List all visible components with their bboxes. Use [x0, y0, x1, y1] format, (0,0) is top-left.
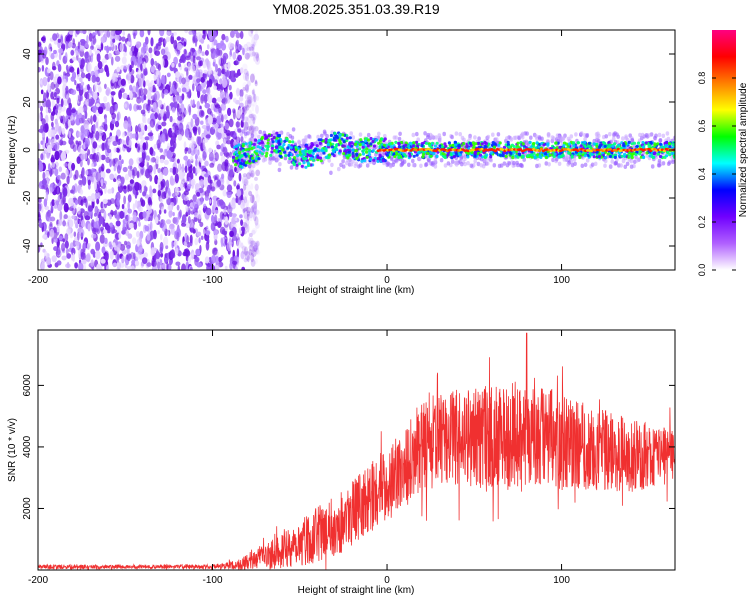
- colorbar: 0.0 0.2 0.4 0.6 0.8 Normalized spectral ampl…: [697, 30, 749, 276]
- y-tick-label: 40: [22, 48, 33, 60]
- colorbar-tick-label: 0.4: [697, 168, 707, 181]
- x-tick-label: 100: [553, 575, 570, 586]
- x-tick-label: 0: [384, 575, 390, 586]
- colorbar-tick-label: 0.6: [697, 120, 707, 133]
- snr-y-axis-label: SNR (10 * v/v): [7, 418, 18, 482]
- spectrogram-y-axis-label: Frequency (Hz): [7, 116, 18, 185]
- x-tick-label: -200: [28, 275, 48, 286]
- snr-line-series: [38, 332, 675, 570]
- snr-ticks: -200 -100 0 100 2000 4000 6000: [22, 330, 675, 586]
- colorbar-ticks: 0.0 0.2 0.4 0.6 0.8: [697, 72, 736, 277]
- snr-line: [38, 332, 675, 570]
- spectrogram-heatmap: [38, 30, 675, 270]
- y-tick-label: 2000: [22, 497, 33, 520]
- x-tick-label: -100: [203, 575, 223, 586]
- y-tick-label: -40: [22, 238, 33, 253]
- y-tick-label: 20: [22, 96, 33, 108]
- y-tick-label: 0: [22, 147, 33, 153]
- y-tick-label: 6000: [22, 374, 33, 397]
- snr-frame: [37, 329, 676, 571]
- snr-x-axis-label: Height of straight line (km): [298, 585, 415, 596]
- colorbar-tick-label: 0.8: [697, 72, 707, 85]
- colorbar-tick-label: 0.0: [697, 264, 707, 277]
- colorbar-label: Normalized spectral amplitude: [738, 82, 749, 217]
- y-tick-label: 4000: [22, 435, 33, 458]
- x-tick-label: 0: [384, 275, 390, 286]
- spectrogram-x-axis-label: Height of straight line (km): [298, 285, 415, 296]
- colorbar-tick-label: 0.2: [697, 216, 707, 229]
- colorbar-gradient: [712, 30, 736, 270]
- x-tick-label: -100: [203, 275, 223, 286]
- y-tick-label: -20: [22, 190, 33, 205]
- x-tick-label: 100: [553, 275, 570, 286]
- chart-title: YM08.2025.351.03.39.R19: [272, 1, 440, 17]
- snr-panel: -200 -100 0 100 2000 4000 6000 Height of strai…: [7, 329, 676, 596]
- x-tick-label: -200: [28, 575, 48, 586]
